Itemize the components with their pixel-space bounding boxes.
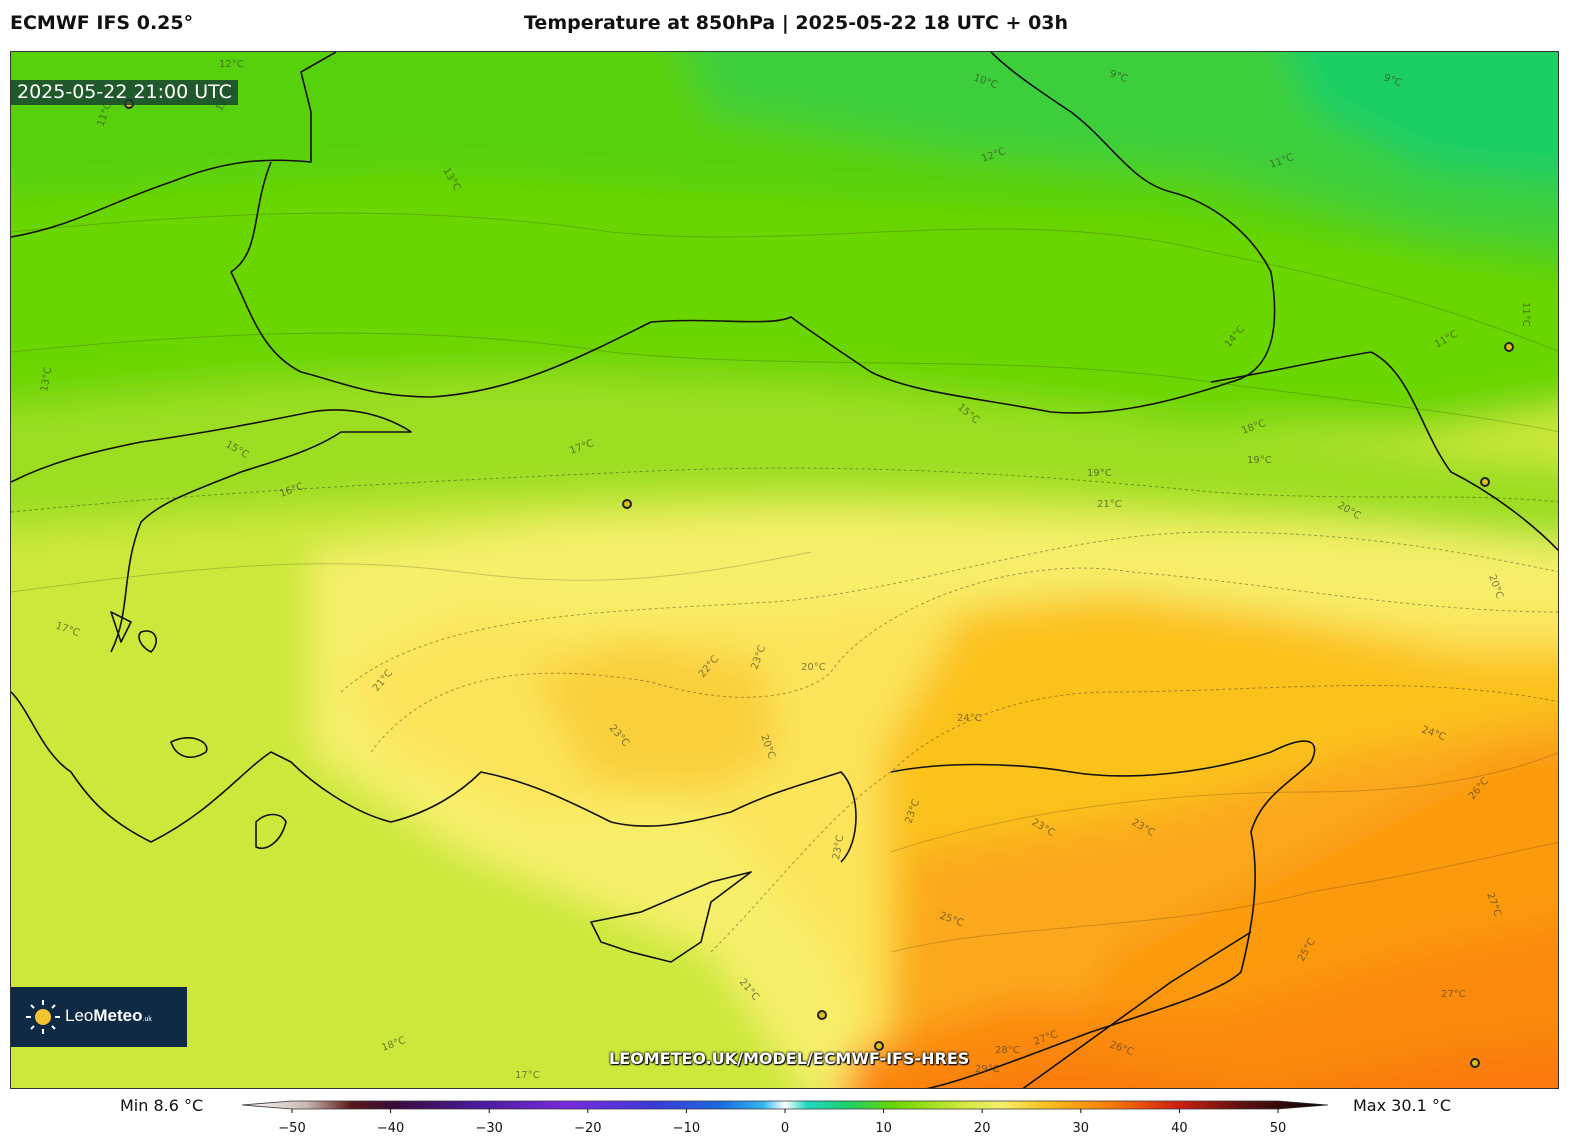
contour-label: 13°C <box>39 366 54 392</box>
city-marker <box>1504 342 1514 352</box>
colorbar-canvas: −50 −40 −30 −20 −10 0 10 20 30 40 50 <box>241 1100 1329 1136</box>
valid-time-label: 2025-05-22 21:00 UTC <box>11 80 238 105</box>
contour-label: 17°C <box>515 1070 540 1081</box>
colorbar-tick-label: 20 <box>974 1121 991 1135</box>
isotherms <box>11 467 1558 953</box>
contour-label: 20°C <box>801 662 826 673</box>
contour-label: 11°C <box>1520 302 1531 327</box>
colorbar-tick-label: −30 <box>475 1121 502 1135</box>
colorbar-bar <box>241 1100 1329 1110</box>
colorbar-ticks: −50 −40 −30 −20 −10 0 10 20 30 40 50 <box>278 1109 1287 1136</box>
isotherms-solid <box>11 212 1558 953</box>
contour-label: 23°C <box>831 834 846 860</box>
leometeo-logo[interactable]: LeoMeteo.uk <box>11 987 187 1047</box>
colorbar-tick-label: −40 <box>377 1121 404 1135</box>
contour-label: 27°C <box>1441 989 1466 1000</box>
coastlines <box>11 52 1558 1088</box>
contour-label: 19°C <box>1247 455 1272 466</box>
model-name: ECMWF IFS 0.25° <box>10 12 194 34</box>
city-marker <box>874 1041 884 1051</box>
contour-label: 12°C <box>219 59 244 70</box>
colorbar-tick-label: −10 <box>673 1121 700 1135</box>
colorbar-tick-label: 50 <box>1270 1121 1287 1135</box>
sun-icon <box>26 1000 60 1034</box>
colorbar-tick-label: 40 <box>1171 1121 1188 1135</box>
contour-label: 21°C <box>1097 499 1122 510</box>
city-marker <box>1480 477 1490 487</box>
contour-label: 24°C <box>957 713 982 724</box>
map-canvas: 12°C11°C12°C13°C10°C9°C9°C12°C11°C11°C14… <box>11 52 1558 1088</box>
max-value-label: Max 30.1 °C <box>1353 1096 1452 1115</box>
logo-wordmark: LeoMeteo.uk <box>65 1006 152 1025</box>
colorbar-tick-label: −20 <box>574 1121 601 1135</box>
source-url-watermark[interactable]: LEOMETEO.UK/MODEL/ECMWF-IFS-HRES <box>609 1049 970 1068</box>
temperature-map[interactable]: 12°C11°C12°C13°C10°C9°C9°C12°C11°C11°C14… <box>10 51 1559 1089</box>
colorbar-tick-label: −50 <box>278 1121 305 1135</box>
colorbar-tick-label: 30 <box>1073 1121 1090 1135</box>
contour-label: 29°C <box>975 1064 1000 1075</box>
city-marker <box>817 1010 827 1020</box>
city-marker <box>1470 1058 1480 1068</box>
contour-label: 19°C <box>1087 468 1112 479</box>
temperature-field <box>11 52 1558 1088</box>
min-value-label: Min 8.6 °C <box>120 1096 204 1115</box>
colorbar-tick-label: 10 <box>875 1121 892 1135</box>
temperature-colorbar: −50 −40 −30 −20 −10 0 10 20 30 40 50 <box>241 1099 1329 1136</box>
colorbar-tick-label: 0 <box>781 1121 789 1135</box>
contour-label: 28°C <box>995 1045 1020 1056</box>
chart-title: Temperature at 850hPa | 2025-05-22 18 UT… <box>524 12 1069 34</box>
city-marker <box>622 499 632 509</box>
